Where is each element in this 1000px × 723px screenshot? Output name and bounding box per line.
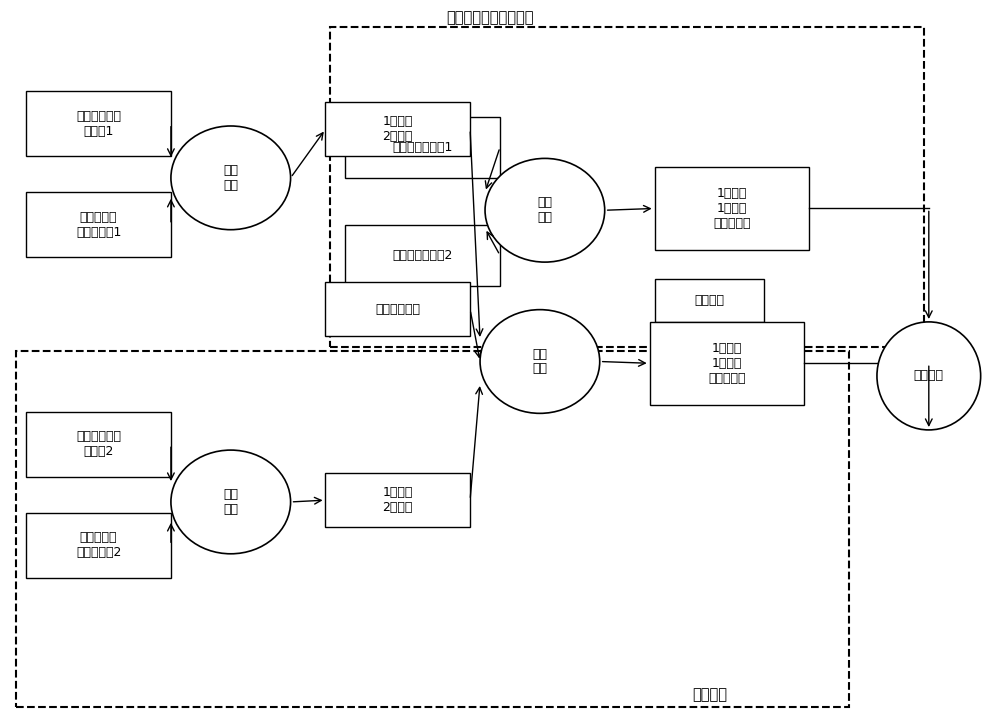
Text: 车载测速定位方案实例: 车载测速定位方案实例 [446,10,534,25]
Text: 被测对象: 被测对象 [694,294,724,307]
Ellipse shape [485,158,605,262]
Bar [26,513,171,578]
Text: 1维速度
2维位置: 1维速度 2维位置 [383,486,413,514]
Text: 1维速度
1维位置
（公里标）: 1维速度 1维位置 （公里标） [708,342,746,385]
Bar [345,225,500,286]
Bar [26,91,171,156]
Text: 参考系统: 参考系统 [692,687,727,702]
Text: 比较
判别: 比较 判别 [532,348,547,375]
Text: 轮轴速度传感器2: 轮轴速度传感器2 [393,249,453,262]
Bar [16,351,849,707]
Ellipse shape [480,309,600,414]
Bar [325,102,470,156]
Bar [655,167,809,250]
Bar [325,473,470,527]
Ellipse shape [171,450,291,554]
Bar [26,192,171,257]
Text: 电子轨道地图: 电子轨道地图 [375,303,420,316]
Bar [650,322,804,405]
Bar [345,116,500,178]
Text: 方案验证: 方案验证 [914,369,944,382]
Text: 1维速度
1维位置
（公里标）: 1维速度 1维位置 （公里标） [713,187,751,230]
Bar [655,278,764,322]
Ellipse shape [171,126,291,230]
Bar [26,412,171,476]
Text: 光学光电式
速度传感器1: 光学光电式 速度传感器1 [76,210,121,239]
Text: 信息
融合: 信息 融合 [223,488,238,516]
Text: 光学光电式
速度传感器2: 光学光电式 速度传感器2 [76,531,121,559]
Ellipse shape [877,322,981,430]
Bar [325,282,470,336]
Text: 1维速度
2维位置: 1维速度 2维位置 [383,115,413,143]
Text: 比较
判别: 比较 判别 [537,196,552,224]
Text: 信息
融合: 信息 融合 [223,164,238,192]
Text: 轮轴速度传感器1: 轮轴速度传感器1 [393,141,453,154]
Bar [330,27,924,347]
Text: 多模卫星定位
接收机1: 多模卫星定位 接收机1 [76,110,121,138]
Text: 多模卫星定位
接收机2: 多模卫星定位 接收机2 [76,430,121,458]
